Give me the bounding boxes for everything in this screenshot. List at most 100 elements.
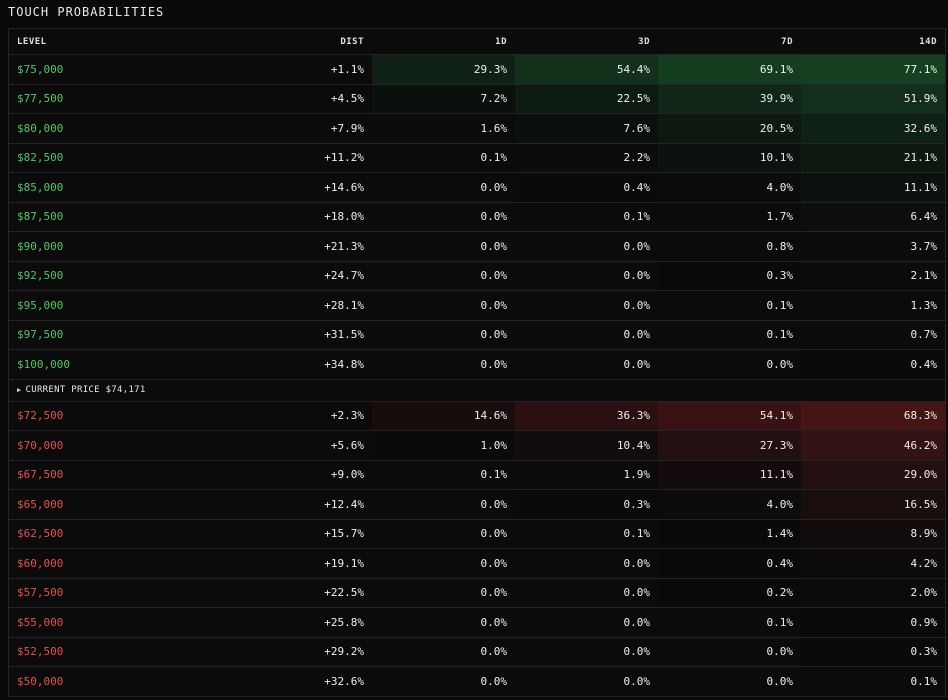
prob-cell-d1: 0.0%: [372, 637, 515, 667]
prob-cell-d3: 7.6%: [515, 113, 658, 144]
prob-cell-d7: 0.2%: [658, 578, 801, 608]
prob-cell-d14: 4.2%: [801, 548, 945, 579]
prob-cell-d1: 0.1%: [372, 143, 515, 173]
prob-cell-d7: 69.1%: [658, 54, 801, 85]
prob-cell-d7: 0.3%: [658, 261, 801, 291]
table-row: $62,500 +15.7% 0.0% 0.1% 1.4% 8.9%: [9, 519, 945, 549]
level-cell: $82,500: [9, 143, 229, 173]
prob-cell-d7: 0.1%: [658, 607, 801, 638]
touch-probabilities-table: LEVEL DIST 1D 3D 7D 14D $75,000 +1.1% 29.3…: [8, 28, 946, 697]
prob-cell-d3: 22.5%: [515, 84, 658, 114]
prob-cell-d7: 1.7%: [658, 202, 801, 232]
dist-cell: +9.0%: [229, 460, 372, 490]
prob-cell-d7: 27.3%: [658, 430, 801, 461]
table-row: $50,000 +32.6% 0.0% 0.0% 0.0% 0.1%: [9, 666, 945, 697]
prob-cell-d7: 0.8%: [658, 231, 801, 262]
dist-cell: +5.6%: [229, 430, 372, 461]
prob-cell-d3: 10.4%: [515, 430, 658, 461]
table-row: $87,500 +18.0% 0.0% 0.1% 1.7% 6.4%: [9, 202, 945, 232]
prob-cell-d7: 54.1%: [658, 401, 801, 431]
prob-cell-d3: 0.0%: [515, 231, 658, 262]
table-row: $55,000 +25.8% 0.0% 0.0% 0.1% 0.9%: [9, 607, 945, 638]
level-cell: $50,000: [9, 666, 229, 697]
table-row: $52,500 +29.2% 0.0% 0.0% 0.0% 0.3%: [9, 637, 945, 667]
prob-cell-d14: 68.3%: [801, 401, 945, 431]
prob-cell-d1: 14.6%: [372, 401, 515, 431]
level-cell: $65,000: [9, 489, 229, 520]
level-cell: $75,000: [9, 54, 229, 85]
prob-cell-d1: 0.0%: [372, 320, 515, 350]
prob-cell-d14: 77.1%: [801, 54, 945, 85]
prob-cell-d3: 0.1%: [515, 202, 658, 232]
column-header-14d: 14D: [801, 29, 945, 55]
dist-cell: +22.5%: [229, 578, 372, 608]
level-cell: $80,000: [9, 113, 229, 144]
table-row: $92,500 +24.7% 0.0% 0.0% 0.3% 2.1%: [9, 261, 945, 291]
prob-cell-d1: 0.1%: [372, 460, 515, 490]
table-row: $57,500 +22.5% 0.0% 0.0% 0.2% 2.0%: [9, 578, 945, 608]
dist-cell: +2.3%: [229, 401, 372, 431]
level-cell: $67,500: [9, 460, 229, 490]
prob-cell-d14: 1.3%: [801, 290, 945, 321]
prob-cell-d7: 39.9%: [658, 84, 801, 114]
prob-cell-d3: 0.0%: [515, 666, 658, 697]
table-row: $85,000 +14.6% 0.0% 0.4% 4.0% 11.1%: [9, 172, 945, 203]
prob-cell-d7: 1.4%: [658, 519, 801, 549]
level-cell: $100,000: [9, 349, 229, 380]
current-price-section: ▶ CURRENT PRICE $74,171: [9, 379, 945, 402]
prob-cell-d1: 0.0%: [372, 172, 515, 203]
prob-cell-d14: 2.1%: [801, 261, 945, 291]
prob-cell-d3: 0.0%: [515, 637, 658, 667]
dist-cell: +18.0%: [229, 202, 372, 232]
prob-cell-d3: 2.2%: [515, 143, 658, 173]
dist-cell: +14.6%: [229, 172, 372, 203]
prob-cell-d3: 0.0%: [515, 607, 658, 638]
prob-cell-d7: 0.0%: [658, 349, 801, 380]
prob-cell-d14: 29.0%: [801, 460, 945, 490]
dist-cell: +25.8%: [229, 607, 372, 638]
prob-cell-d14: 0.7%: [801, 320, 945, 350]
table-row: $72,500 +2.3% 14.6% 36.3% 54.1% 68.3%: [9, 401, 945, 431]
prob-cell-d7: 0.0%: [658, 666, 801, 697]
column-header-1d: 1D: [372, 29, 515, 55]
prob-cell-d14: 11.1%: [801, 172, 945, 203]
prob-cell-d3: 0.0%: [515, 290, 658, 321]
level-cell: $60,000: [9, 548, 229, 579]
prob-cell-d7: 4.0%: [658, 172, 801, 203]
prob-cell-d14: 16.5%: [801, 489, 945, 520]
level-cell: $55,000: [9, 607, 229, 638]
prob-cell-d3: 0.0%: [515, 261, 658, 291]
column-header-dist: DIST: [229, 29, 372, 55]
prob-cell-d3: 0.0%: [515, 349, 658, 380]
dist-cell: +1.1%: [229, 54, 372, 85]
prob-cell-d14: 21.1%: [801, 143, 945, 173]
level-cell: $70,000: [9, 430, 229, 461]
triangle-right-icon: ▶: [17, 386, 22, 394]
level-cell: $52,500: [9, 637, 229, 667]
prob-cell-d3: 1.9%: [515, 460, 658, 490]
prob-cell-d7: 4.0%: [658, 489, 801, 520]
prob-cell-d7: 0.1%: [658, 290, 801, 321]
table-header-row: LEVEL DIST 1D 3D 7D 14D: [9, 29, 945, 55]
table-row: $67,500 +9.0% 0.1% 1.9% 11.1% 29.0%: [9, 460, 945, 490]
table-row: $60,000 +19.1% 0.0% 0.0% 0.4% 4.2%: [9, 548, 945, 579]
current-price-label: CURRENT PRICE $74,171: [25, 385, 146, 395]
prob-cell-d1: 0.0%: [372, 578, 515, 608]
column-header-7d: 7D: [658, 29, 801, 55]
prob-cell-d14: 0.3%: [801, 637, 945, 667]
column-header-level: LEVEL: [9, 29, 229, 55]
prob-cell-d14: 3.7%: [801, 231, 945, 262]
prob-cell-d1: 0.0%: [372, 349, 515, 380]
dist-cell: +34.8%: [229, 349, 372, 380]
prob-cell-d7: 20.5%: [658, 113, 801, 144]
table-row: $70,000 +5.6% 1.0% 10.4% 27.3% 46.2%: [9, 430, 945, 461]
table-row: $90,000 +21.3% 0.0% 0.0% 0.8% 3.7%: [9, 231, 945, 262]
table-row: $97,500 +31.5% 0.0% 0.0% 0.1% 0.7%: [9, 320, 945, 350]
prob-cell-d14: 0.4%: [801, 349, 945, 380]
dist-cell: +29.2%: [229, 637, 372, 667]
current-price-row: ▶ CURRENT PRICE $74,171: [9, 379, 945, 402]
prob-cell-d3: 0.0%: [515, 548, 658, 579]
lower-levels: $72,500 +2.3% 14.6% 36.3% 54.1% 68.3% $70,000 +…: [9, 401, 945, 697]
prob-cell-d3: 36.3%: [515, 401, 658, 431]
prob-cell-d1: 1.0%: [372, 430, 515, 461]
